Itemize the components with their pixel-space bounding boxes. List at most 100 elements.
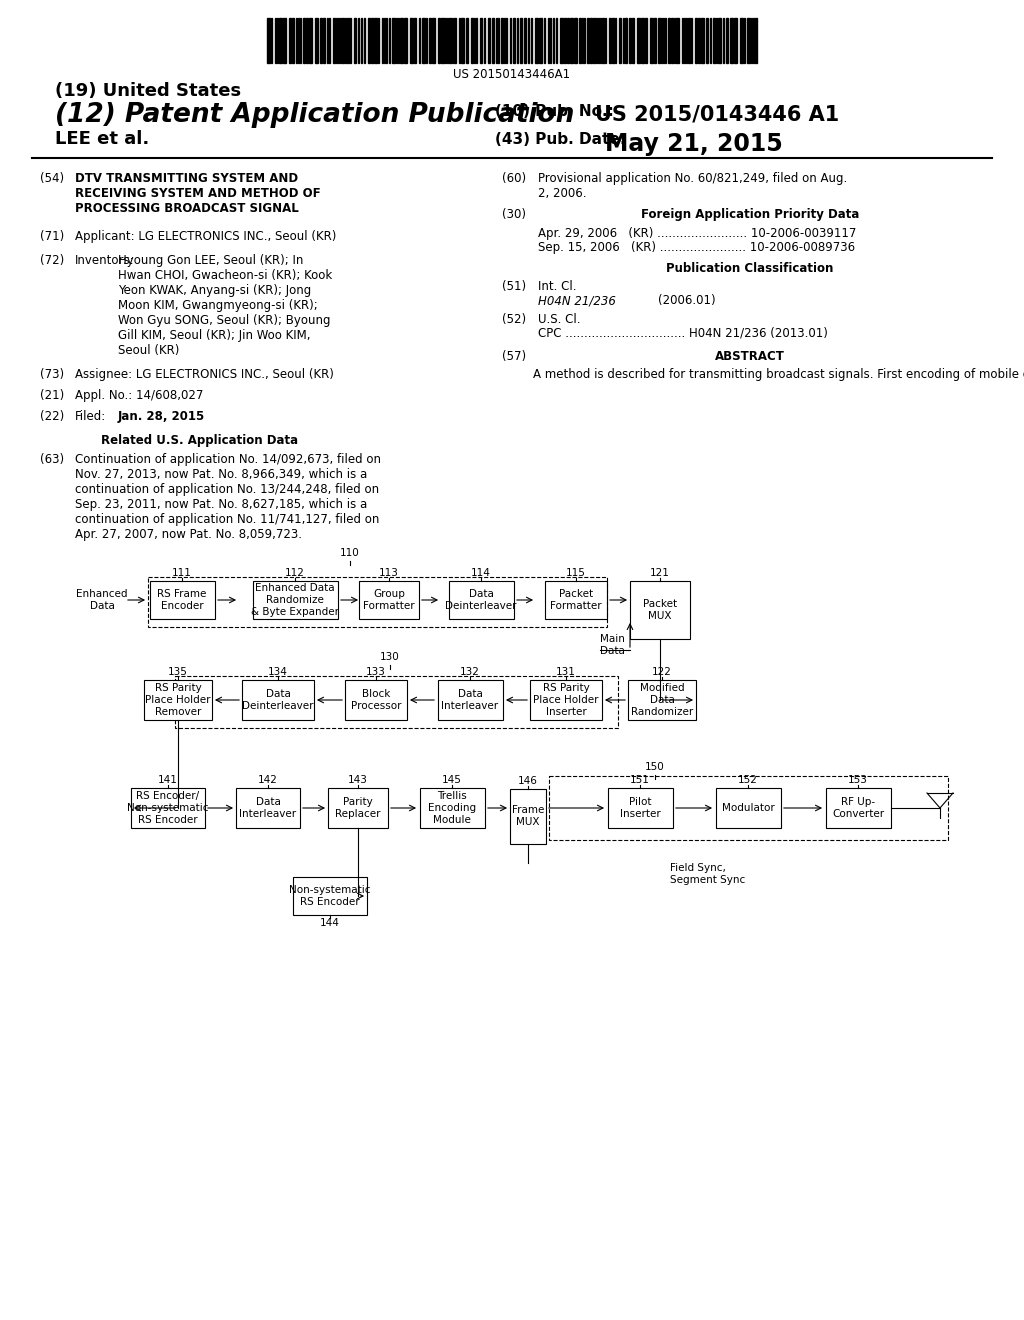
Bar [570, 18, 573, 63]
Bar [545, 581, 607, 619]
Bar [410, 18, 413, 63]
Text: ABSTRACT: ABSTRACT [715, 350, 785, 363]
Text: Publication Classification: Publication Classification [667, 261, 834, 275]
Text: (43) Pub. Date:: (43) Pub. Date: [495, 132, 626, 147]
Bar [283, 18, 286, 63]
Text: U.S. Cl.: U.S. Cl. [538, 313, 581, 326]
Bar [713, 18, 715, 63]
Bar [676, 18, 679, 63]
Bar [236, 788, 300, 828]
Bar [588, 18, 590, 63]
Bar [479, 18, 481, 63]
Bar [669, 18, 670, 63]
Bar [333, 18, 335, 63]
Text: Packet
Formatter: Packet Formatter [550, 589, 602, 611]
Text: Enhanced
Data: Enhanced Data [76, 589, 128, 611]
Text: (54): (54) [40, 172, 65, 185]
Bar [449, 581, 513, 619]
Text: Provisional application No. 60/821,249, filed on Aug.
2, 2006.: Provisional application No. 60/821,249, … [538, 172, 847, 201]
Text: Data
Deinterleaver: Data Deinterleaver [445, 589, 517, 611]
Bar [695, 18, 697, 63]
Bar [628, 680, 696, 719]
Bar [144, 680, 212, 719]
Text: 151: 151 [630, 775, 650, 785]
Bar [422, 18, 425, 63]
Text: Parity
Replacer: Parity Replacer [335, 797, 381, 818]
Text: 133: 133 [366, 667, 386, 677]
Bar [609, 18, 611, 63]
Text: 134: 134 [268, 667, 288, 677]
Bar [740, 18, 743, 63]
Bar [632, 18, 634, 63]
Bar [403, 18, 407, 63]
Text: Appl. No.: 14/608,027: Appl. No.: 14/608,027 [75, 389, 204, 403]
Bar [748, 18, 750, 63]
Text: 115: 115 [566, 568, 586, 578]
Text: Data
Interleaver: Data Interleaver [240, 797, 297, 818]
Text: RS Frame
Encoder: RS Frame Encoder [158, 589, 207, 611]
Bar [429, 18, 431, 63]
Text: Sep. 15, 2006   (KR) ....................... 10-2006-0089736: Sep. 15, 2006 (KR) .....................… [538, 242, 855, 253]
Text: (57): (57) [502, 350, 526, 363]
Text: Modulator: Modulator [722, 803, 774, 813]
Text: Data
Deinterleaver: Data Deinterleaver [243, 689, 313, 710]
Text: (52): (52) [502, 313, 526, 326]
Bar [328, 788, 388, 828]
Text: CPC ................................ H04N 21/236 (2013.01): CPC ................................ H04… [538, 327, 827, 341]
Bar [437, 680, 503, 719]
Text: RS Encoder/
Non-systematic
RS Encoder: RS Encoder/ Non-systematic RS Encoder [127, 792, 209, 825]
Bar [368, 18, 370, 63]
Bar [303, 18, 305, 63]
Text: 111: 111 [172, 568, 191, 578]
Bar [641, 18, 644, 63]
Text: May 21, 2015: May 21, 2015 [605, 132, 782, 156]
Bar [392, 18, 394, 63]
Bar [492, 18, 494, 63]
Text: Int. Cl.: Int. Cl. [538, 280, 577, 293]
Bar [612, 18, 614, 63]
Bar [374, 18, 377, 63]
Bar [825, 788, 891, 828]
Bar [536, 18, 539, 63]
Bar [315, 18, 317, 63]
Text: Applicant: LG ELECTRONICS INC., Seoul (KR): Applicant: LG ELECTRONICS INC., Seoul (K… [75, 230, 336, 243]
Bar [371, 18, 373, 63]
Bar [688, 18, 690, 63]
Text: (19) United States: (19) United States [55, 82, 241, 100]
Bar [591, 18, 592, 63]
Text: 152: 152 [738, 775, 758, 785]
Text: 110: 110 [340, 548, 359, 558]
Bar [574, 18, 578, 63]
Text: 144: 144 [321, 917, 340, 928]
Bar [289, 18, 291, 63]
Bar [630, 18, 631, 63]
Bar [323, 18, 325, 63]
Bar [319, 18, 322, 63]
Bar [510, 788, 546, 843]
Text: Modified
Data
Randomizer: Modified Data Randomizer [631, 684, 693, 717]
Bar [399, 18, 402, 63]
Bar [342, 18, 344, 63]
Bar [461, 18, 464, 63]
Text: 122: 122 [652, 667, 672, 677]
Text: Block
Processor: Block Processor [351, 689, 401, 710]
Bar [148, 577, 607, 627]
Bar [580, 18, 582, 63]
Bar [293, 876, 367, 915]
Text: RS Parity
Place Holder
Inserter: RS Parity Place Holder Inserter [534, 684, 599, 717]
Text: (72): (72) [40, 253, 65, 267]
Text: 113: 113 [379, 568, 399, 578]
Bar [175, 676, 618, 729]
Text: Group
Formatter: Group Formatter [364, 589, 415, 611]
Bar [645, 18, 647, 63]
Text: US 20150143446A1: US 20150143446A1 [454, 69, 570, 81]
Text: Non-systematic
RS Encoder: Non-systematic RS Encoder [289, 886, 371, 907]
Bar [471, 18, 473, 63]
Text: 143: 143 [348, 775, 368, 785]
Bar [567, 18, 569, 63]
Bar [454, 18, 456, 63]
Bar [593, 18, 595, 63]
Text: (71): (71) [40, 230, 65, 243]
Bar [658, 18, 660, 63]
Bar [755, 18, 757, 63]
